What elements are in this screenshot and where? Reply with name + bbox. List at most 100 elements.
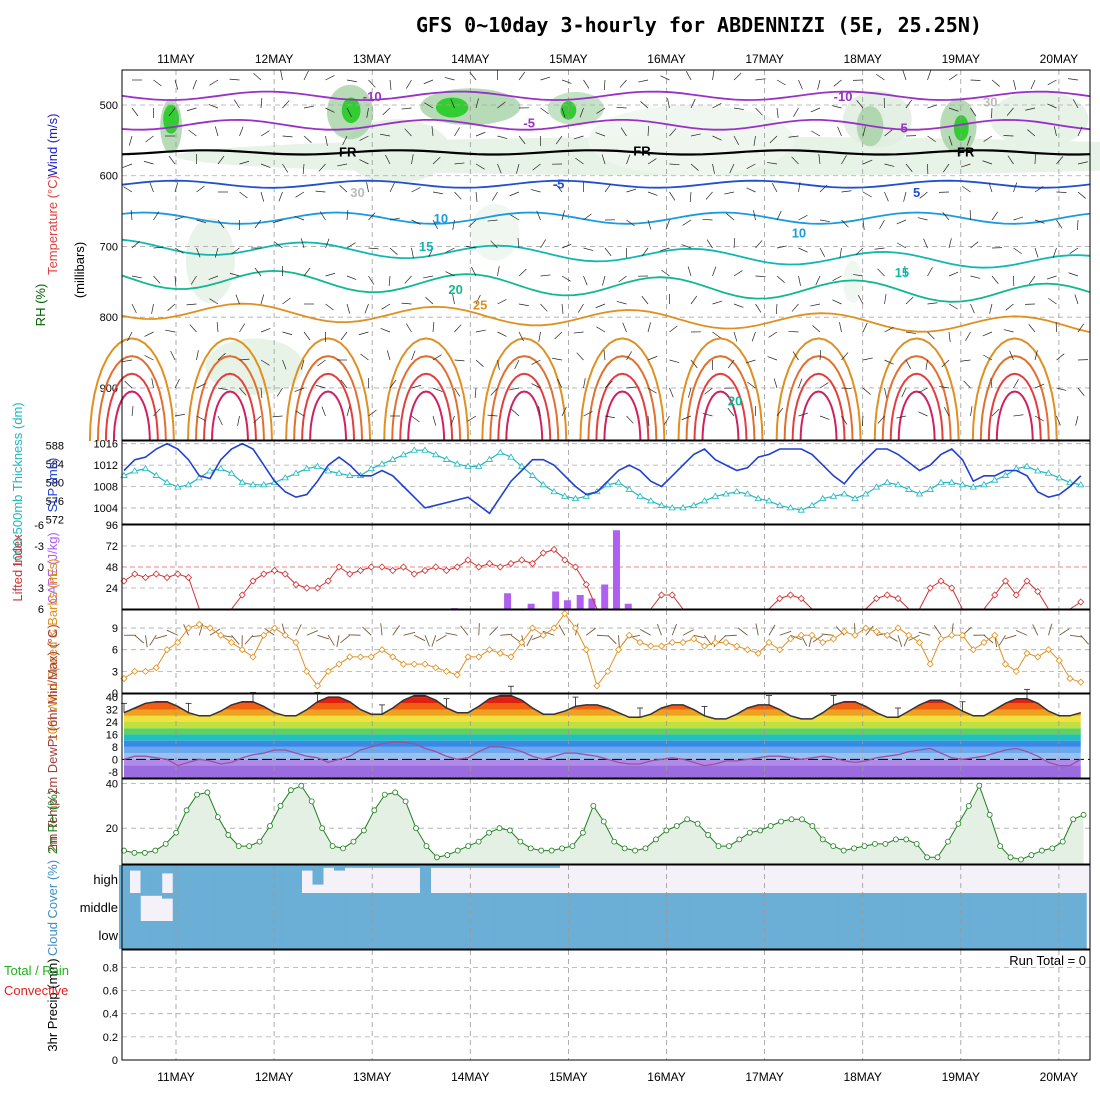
- rh-point: [924, 854, 931, 861]
- thickness-tick-label: 580: [46, 478, 64, 490]
- rh-point: [1049, 845, 1056, 852]
- wind-barb: [405, 323, 412, 333]
- cloud-bar: [1022, 921, 1033, 949]
- wind-barb: [595, 303, 606, 309]
- wind-barb: [557, 378, 563, 389]
- thickness-point: [453, 460, 461, 467]
- contour-label: 10: [792, 225, 806, 240]
- wind-barb: [776, 107, 779, 118]
- wind-speed-point: [636, 638, 644, 647]
- precip-panel: 0.8 0.6 0.4 0.2 0 Run Total = 0: [103, 949, 1091, 1067]
- thickness-point: [518, 462, 526, 469]
- wind-barb-10m: [656, 623, 662, 636]
- cloud-bar: [893, 893, 904, 921]
- boundary-layer-contour: [775, 337, 862, 442]
- cloud-bar: [119, 865, 130, 893]
- wind-barb: [604, 247, 612, 257]
- cloud-bar: [301, 865, 313, 871]
- rh-point: [496, 825, 503, 832]
- date-label-top: 11MAY: [157, 52, 195, 66]
- wind-speed-point: [969, 646, 977, 654]
- wind-speed-point: [356, 653, 365, 661]
- rh-shade: [588, 105, 795, 176]
- cloud-bar: [796, 893, 808, 921]
- wind-barb: [1077, 323, 1085, 333]
- wind-barb: [939, 386, 950, 389]
- wind-barb: [145, 135, 154, 143]
- boundary-layer-contour: [579, 337, 666, 442]
- date-label-bottom: 11MAY: [157, 1070, 195, 1084]
- wind-barb: [918, 387, 928, 394]
- thickness-point: [249, 481, 257, 488]
- wind-barb: [681, 415, 692, 421]
- cloud-bar: [1032, 893, 1044, 921]
- wind-barb: [1046, 275, 1057, 280]
- wind-barb: [751, 331, 756, 342]
- wind-barb: [168, 155, 176, 165]
- wind-barb: [896, 219, 907, 225]
- thickness-point: [442, 455, 451, 462]
- wind-barb: [295, 191, 305, 198]
- cloud-bar: [355, 893, 367, 921]
- wind-barb: [578, 303, 584, 313]
- wind-barb: [475, 359, 484, 367]
- wind-barb: [641, 247, 649, 257]
- rh-point: [392, 789, 399, 796]
- rh-point: [173, 829, 180, 836]
- boundary-layer-contour: [701, 390, 740, 442]
- wind-barb: [196, 219, 207, 224]
- wind-barb: [411, 384, 422, 389]
- wind-barb: [1003, 329, 1014, 333]
- cloud-bar: [183, 865, 195, 893]
- boundary-layer-contour: [791, 372, 846, 442]
- wind-barb: [573, 331, 584, 334]
- wind-barb: [792, 351, 799, 361]
- wind-barb: [229, 78, 240, 81]
- wind-barb: [469, 71, 477, 81]
- contour-label: FR: [339, 145, 357, 160]
- lifted-index-point: [668, 591, 676, 599]
- wind-barb: [432, 322, 435, 333]
- thickness-point: [206, 467, 214, 474]
- slp-line: [123, 442, 1082, 515]
- precip-tick-label: 0.2: [103, 1032, 118, 1044]
- rh-point: [1028, 852, 1035, 858]
- lifted-index-point: [421, 566, 429, 575]
- cloud-bar: [366, 893, 378, 921]
- wind-barb: [497, 331, 507, 337]
- thickness-point: [797, 506, 805, 513]
- wind-barb: [905, 296, 914, 305]
- lifted-index-point: [346, 570, 354, 578]
- cloud-bar: [1043, 893, 1055, 921]
- wind-barb: [346, 242, 356, 249]
- wind-barb: [853, 274, 864, 277]
- lifted-index-point: [948, 584, 956, 592]
- wind-barb: [1013, 216, 1024, 221]
- wind-barb: [862, 219, 865, 230]
- cloud-bar: [269, 865, 281, 893]
- wind-barb: [626, 415, 634, 424]
- ylabel-pressure: (millibars): [72, 242, 87, 298]
- wind-barb: [239, 387, 247, 396]
- wind-barb: [454, 324, 462, 333]
- lifted-index-point: [1077, 598, 1085, 606]
- wind-barb: [339, 185, 348, 193]
- wind-barb: [381, 303, 391, 310]
- wind-barb: [127, 331, 133, 342]
- cloud-bar: [699, 893, 711, 921]
- date-axis-bottom: 11MAY 12MAY 13MAY 14MAY 15MAY 16MAY 17MAY 18MAY…: [157, 1070, 1078, 1084]
- thickness-point: [980, 481, 988, 488]
- boundary-layer-contour: [595, 372, 650, 442]
- temp-line: [123, 694, 1082, 720]
- date-label-bottom: 16MAY: [647, 1070, 685, 1084]
- thickness-point: [829, 492, 838, 499]
- rh-point: [194, 791, 200, 798]
- wind-speed-point: [389, 653, 397, 661]
- wind-speed-point: [743, 646, 752, 654]
- rh-point: [673, 823, 680, 829]
- wind-barb: [884, 387, 887, 398]
- precip-tick-label: 0.8: [103, 962, 118, 974]
- cloud-bar: [430, 893, 442, 921]
- wind-barb: [1056, 415, 1061, 426]
